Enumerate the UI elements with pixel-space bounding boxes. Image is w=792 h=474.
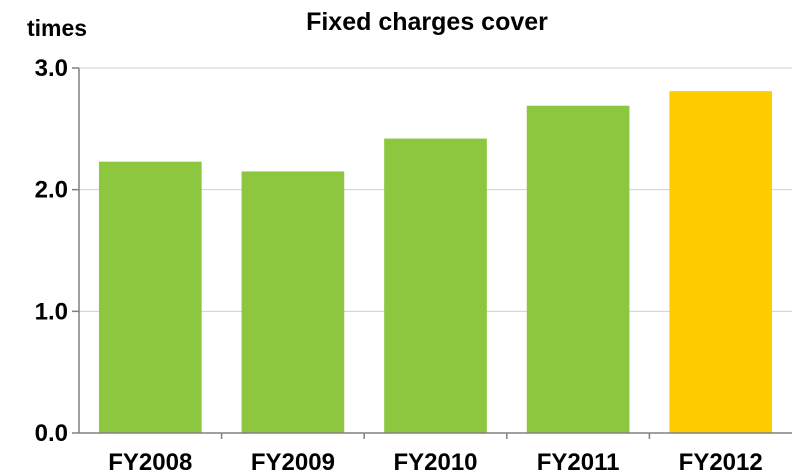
y-tick-label-0: 0.0 xyxy=(35,420,68,447)
y-tick-label-3: 3.0 xyxy=(35,55,68,82)
bar-fy2009 xyxy=(241,171,345,433)
y-axis-unit-label: times xyxy=(27,15,87,41)
x-tick-label-fy2012: FY2012 xyxy=(679,449,763,474)
axes xyxy=(78,68,792,434)
bars xyxy=(98,91,773,434)
x-tick-label-fy2008: FY2008 xyxy=(108,449,192,474)
bar-fy2012 xyxy=(669,91,773,433)
x-tick-labels: FY2008 FY2009 FY2010 FY2011 FY2012 xyxy=(108,433,763,474)
y-tick-labels: 0.0 1.0 2.0 3.0 xyxy=(35,55,79,447)
y-tick-label-1: 1.0 xyxy=(35,298,68,325)
y-tick-label-2: 2.0 xyxy=(35,177,68,204)
x-tick-label-fy2009: FY2009 xyxy=(251,449,335,474)
bar-fy2011 xyxy=(526,105,630,433)
x-tick-label-fy2011: FY2011 xyxy=(537,449,620,474)
bar-fy2008 xyxy=(98,161,202,433)
bar-fy2010 xyxy=(384,138,487,434)
x-tick-label-fy2010: FY2010 xyxy=(393,449,477,474)
chart-title: Fixed charges cover xyxy=(306,8,548,36)
